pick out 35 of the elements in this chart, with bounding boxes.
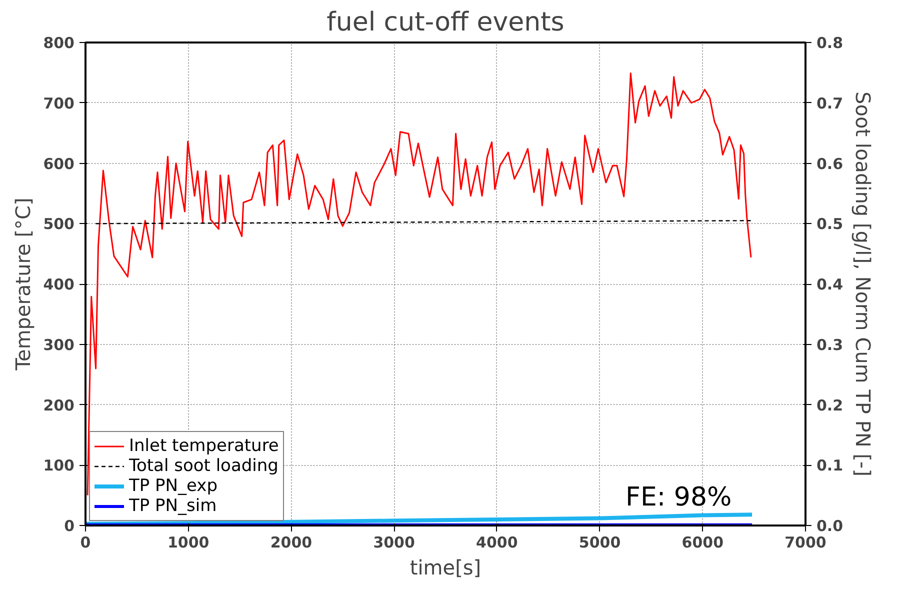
x-tick-label: 6000 [682, 534, 724, 552]
y-tick-label: 600 [43, 154, 74, 173]
y2-tick-label: 0.1 [816, 456, 844, 475]
x-tick-label: 1000 [167, 534, 210, 552]
y2-tick-label: 0.3 [816, 336, 844, 354]
y2-tick-label: 0.7 [816, 94, 844, 112]
legend-label: TP PN_exp [129, 476, 218, 496]
legend-label: TP PN_sim [129, 496, 217, 516]
y2-tick-label: 0.5 [816, 215, 844, 234]
y-tick-label: 300 [43, 336, 74, 354]
y2-tick-label: 0.0 [816, 517, 844, 535]
x-tick-label: 2000 [270, 534, 312, 552]
legend-label: Inlet temperature [129, 436, 279, 456]
y-tick-label: 800 [43, 34, 74, 52]
x-tick-label: 4000 [476, 534, 518, 552]
chart-title: fuel cut-off events [326, 8, 564, 38]
y-tick-label: 400 [43, 276, 74, 294]
y2-tick-label: 0.6 [816, 154, 844, 173]
x-axis-title: time[s] [410, 556, 482, 580]
annotation: FE: 98% [626, 482, 732, 512]
y-tick-label: 0 [64, 517, 74, 535]
y2-tick-label: 0.8 [816, 34, 844, 52]
y-tick-label: 700 [43, 94, 74, 112]
x-tick-label: 7000 [784, 534, 826, 552]
y2-tick-label: 0.4 [816, 276, 844, 294]
y2-tick-label: 0.2 [816, 396, 844, 414]
x-tick-label: 0 [80, 534, 91, 552]
y-tick-label: 200 [43, 396, 74, 414]
y2-axis-title: Soot loading [g/l], Norm Cum TP PN [-] [851, 92, 876, 476]
y-tick-label: 500 [43, 215, 74, 234]
x-tick-label: 5000 [578, 534, 621, 552]
x-tick-label: 3000 [373, 534, 415, 552]
y-axis-title: Temperature [°C] [11, 198, 36, 372]
legend-label: Total soot loading [129, 456, 278, 476]
y-tick-label: 100 [43, 456, 74, 475]
